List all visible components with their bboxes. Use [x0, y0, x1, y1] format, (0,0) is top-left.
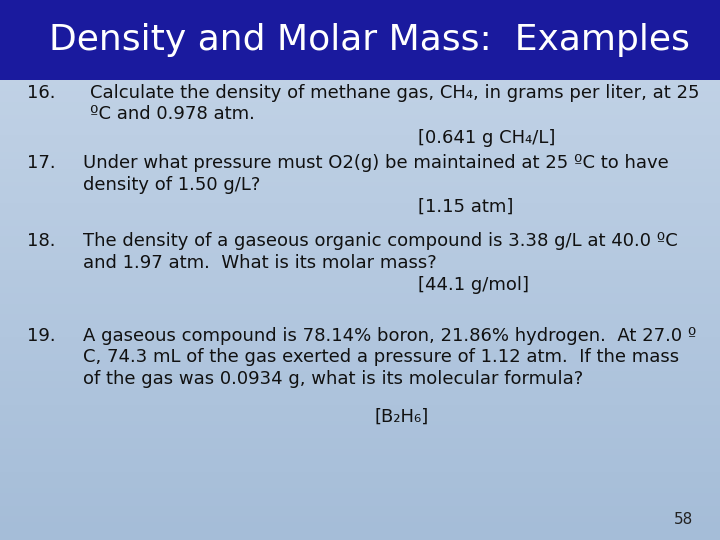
Text: 58: 58 [673, 511, 693, 526]
Text: [B₂H₆]: [B₂H₆] [374, 408, 428, 426]
Text: 17.: 17. [27, 154, 56, 172]
Text: The density of a gaseous organic compound is 3.38 g/L at 40.0 ºC: The density of a gaseous organic compoun… [83, 232, 678, 250]
Text: ºC and 0.978 atm.: ºC and 0.978 atm. [90, 105, 255, 123]
Text: [0.641 g CH₄/L]: [0.641 g CH₄/L] [418, 129, 555, 146]
Text: 19.: 19. [27, 327, 56, 345]
Text: of the gas was 0.0934 g, what is its molecular formula?: of the gas was 0.0934 g, what is its mol… [83, 370, 583, 388]
Text: and 1.97 atm.  What is its molar mass?: and 1.97 atm. What is its molar mass? [83, 254, 436, 272]
Text: Calculate the density of methane gas, CH₄, in grams per liter, at 25: Calculate the density of methane gas, CH… [90, 84, 700, 102]
Text: Density and Molar Mass:  Examples: Density and Molar Mass: Examples [49, 23, 690, 57]
Text: [44.1 g/mol]: [44.1 g/mol] [418, 276, 528, 294]
Text: Under what pressure must O2(g) be maintained at 25 ºC to have: Under what pressure must O2(g) be mainta… [83, 154, 669, 172]
Text: [1.15 atm]: [1.15 atm] [418, 198, 513, 216]
Text: density of 1.50 g/L?: density of 1.50 g/L? [83, 176, 260, 193]
Text: A gaseous compound is 78.14% boron, 21.86% hydrogen.  At 27.0 º: A gaseous compound is 78.14% boron, 21.8… [83, 327, 696, 345]
Text: 16.: 16. [27, 84, 56, 102]
Text: 18.: 18. [27, 232, 56, 250]
Text: C, 74.3 mL of the gas exerted a pressure of 1.12 atm.  If the mass: C, 74.3 mL of the gas exerted a pressure… [83, 348, 679, 366]
Bar [0, 0, 720, 80]
